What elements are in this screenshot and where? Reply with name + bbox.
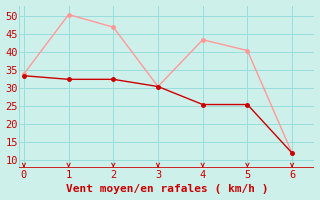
X-axis label: Vent moyen/en rafales ( km/h ): Vent moyen/en rafales ( km/h )	[66, 184, 268, 194]
